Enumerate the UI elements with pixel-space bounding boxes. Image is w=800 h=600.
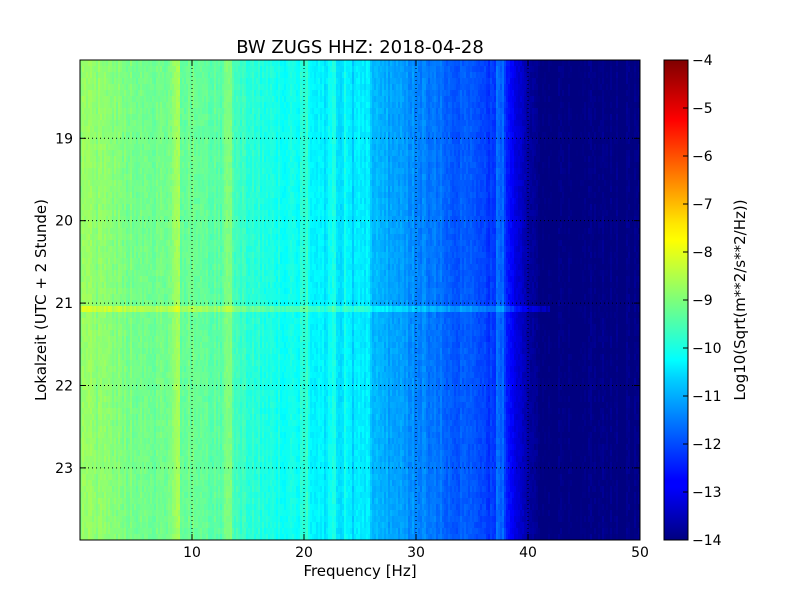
y-tick-label: 23 — [55, 461, 73, 477]
colorbar-tick-label: −8 — [692, 245, 713, 261]
colorbar-tick-label: −9 — [692, 293, 713, 309]
y-tick-label: 20 — [55, 214, 73, 230]
x-axis-label: Frequency [Hz] — [303, 562, 416, 580]
x-tick-label: 50 — [631, 545, 649, 561]
y-tick-label: 21 — [55, 296, 73, 312]
spectrogram-image — [80, 60, 641, 541]
colorbar-tick-label: −4 — [692, 53, 713, 69]
colorbar-tick-label: −6 — [692, 149, 713, 165]
colorbar-tick-label: −14 — [692, 533, 722, 549]
x-tick-label: 30 — [407, 545, 425, 561]
colorbar-tick-label: −10 — [692, 341, 722, 357]
y-axis-label: Lokalzeit (UTC + 2 Stunde) — [32, 199, 50, 401]
y-tick-label: 22 — [55, 378, 73, 394]
colorbar-label: Log10(Sqrt(m**2/s**2/Hz)) — [731, 199, 749, 400]
x-tick-label: 20 — [295, 545, 313, 561]
x-tick-label: 40 — [519, 545, 537, 561]
colorbar-ticks: −4 −5 −6 −7 −8 −9 −10 −11 −12 −13 −14 — [683, 53, 722, 549]
x-tick-label: 10 — [183, 545, 201, 561]
colorbar-tick-label: −12 — [692, 437, 722, 453]
colorbar-tick-label: −7 — [692, 197, 713, 213]
colorbar-tick-label: −5 — [692, 101, 713, 117]
colorbar-tick-label: −11 — [692, 389, 722, 405]
colorbar-tick-label: −13 — [692, 485, 722, 501]
y-tick-label: 19 — [55, 131, 73, 147]
chart-title: BW ZUGS HHZ: 2018-04-28 — [236, 37, 484, 58]
